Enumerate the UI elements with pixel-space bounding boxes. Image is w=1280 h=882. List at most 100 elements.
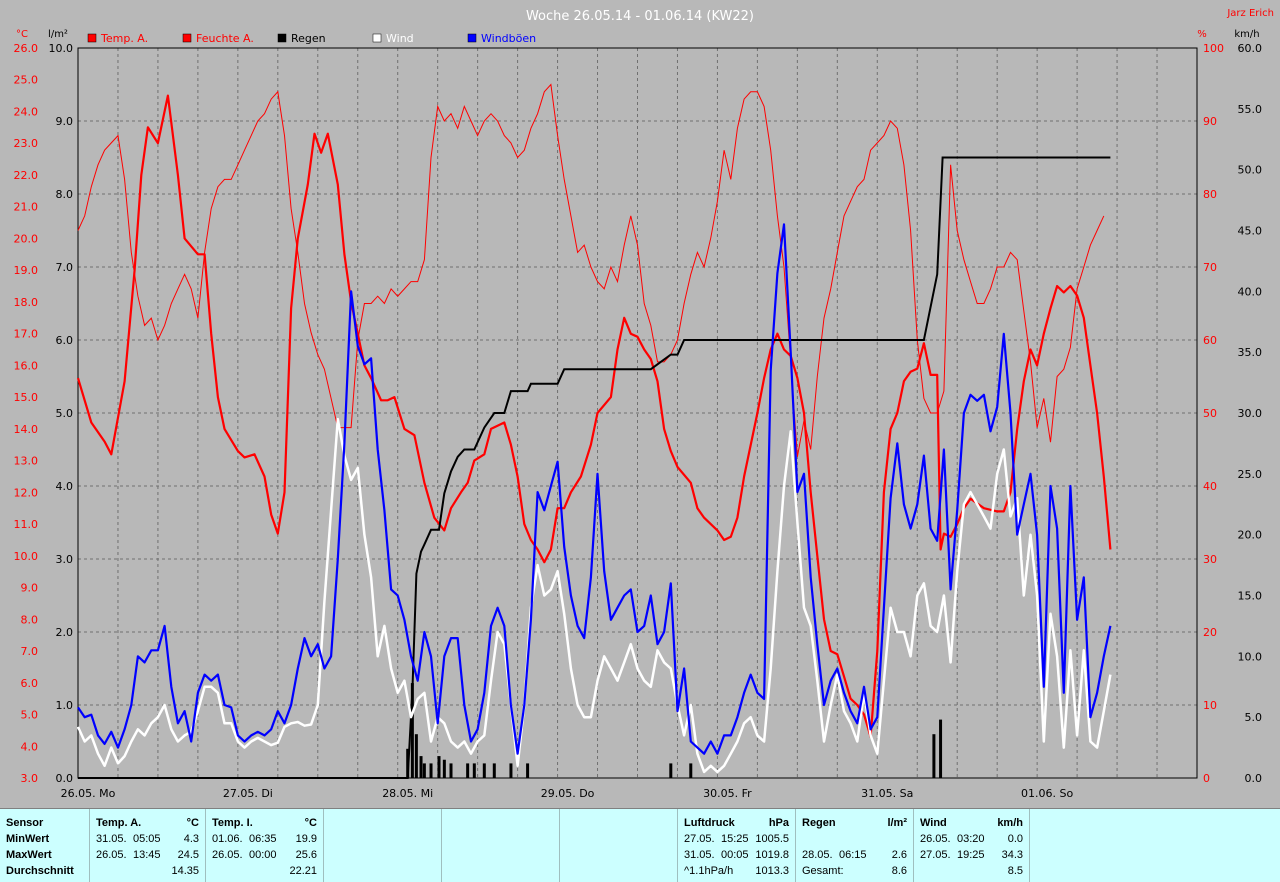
stats-temp-i-max-time: 00:00 (249, 849, 277, 861)
wind-tick-label: 0.0 (1245, 772, 1263, 785)
temp-axis-unit: °C (16, 29, 28, 40)
temp-tick-label: 4.0 (21, 740, 39, 753)
temp-tick-label: 21.0 (14, 201, 39, 214)
legend-label-wind: Wind (386, 32, 414, 45)
rain-axis-unit: l/m² (48, 29, 68, 40)
stats-empty-column-2 (442, 809, 560, 882)
stats-pressure-max-time: 00:05 (721, 849, 749, 861)
temp-tick-label: 24.0 (14, 105, 39, 118)
rain-tick-label: 1.0 (56, 699, 74, 712)
temp-tick-label: 7.0 (21, 645, 39, 658)
stats-pressure-avg: 1013.3 (755, 865, 789, 877)
axes: 3.0 4.0 5.0 6.0 7.0 8.0 9.0 10.0 11.0 12.0 13.0 14.… (14, 42, 1263, 800)
stats-pressure-max-value: 1019.8 (755, 849, 789, 861)
rain-bar (414, 734, 418, 778)
stats-wind-min-time: 03:20 (957, 833, 985, 845)
rain-bar (492, 763, 496, 778)
rain-bar (437, 756, 441, 778)
temp-tick-label: 12.0 (14, 486, 39, 499)
rain-tick-label: 3.0 (56, 553, 74, 566)
rain-bar (422, 763, 426, 778)
legend-swatch-temp (87, 33, 97, 43)
wind-tick-label: 15.0 (1238, 590, 1263, 603)
humidity-line (77, 83, 1105, 457)
stats-rain-total: 8.6 (891, 865, 907, 877)
stats-row-min-label: MinWert (6, 833, 50, 845)
stats-temp-i-max-date: 26.05. (212, 849, 243, 861)
rain-tick-label: 7.0 (56, 261, 74, 274)
wind-tick-label: 10.0 (1238, 650, 1263, 663)
legend-label-rain: Regen (291, 32, 326, 45)
day-tick-label: 30.05. Fr (703, 787, 752, 800)
day-tick-label: 29.05. Do (541, 787, 595, 800)
temp-tick-label: 10.0 (14, 550, 39, 563)
legend: Temp. A. Feuchte A. Regen Wind Windböen (87, 32, 536, 45)
rain-bar (410, 683, 414, 778)
temp-tick-label: 9.0 (21, 582, 39, 595)
day-tick-label: 31.05. Sa (861, 787, 913, 800)
rain-cumulative-line (78, 156, 1111, 779)
rain-bar (669, 763, 673, 778)
temp-tick-label: 3.0 (21, 772, 39, 785)
series-layer (76, 83, 1112, 779)
humidity-tick-label: 50 (1203, 407, 1217, 420)
author-label: Jarz Erich (1226, 8, 1274, 19)
gusts-line (77, 223, 1112, 755)
humidity-tick-label: 40 (1203, 480, 1217, 493)
chart-title: Woche 26.05.14 - 01.06.14 (KW22) (526, 9, 754, 24)
stats-temp-a-min-time: 05:05 (133, 833, 161, 845)
stats-row-avg-label: Durchschnitt (6, 865, 74, 877)
stats-temp-a-min-value: 4.3 (183, 833, 199, 845)
humidity-tick-label: 30 (1203, 553, 1217, 566)
rain-tick-label: 2.0 (56, 626, 74, 639)
stats-pressure-column: Luftdruck hPa 27.05. 15:25 1005.5 31.05.… (678, 809, 796, 882)
legend-swatch-gusts (467, 33, 477, 43)
stats-rain-title: Regen (802, 817, 836, 829)
temp-tick-label: 14.0 (14, 423, 39, 436)
rain-bar (472, 763, 476, 778)
stats-wind-max-time: 19:25 (957, 849, 985, 861)
stats-pressure-max-date: 31.05. (684, 849, 715, 861)
temp-tick-label: 25.0 (14, 74, 39, 87)
stats-sensor-title: Sensor (6, 817, 44, 829)
statistics-panel: Sensor MinWert MaxWert Durchschnitt Temp… (0, 808, 1280, 882)
wind-tick-label: 25.0 (1238, 468, 1263, 481)
legend-swatch-wind (372, 33, 382, 43)
rain-bar (482, 763, 486, 778)
rain-bar (526, 763, 530, 778)
stats-temp-a-max-date: 26.05. (96, 849, 127, 861)
humidity-tick-label: 100 (1203, 42, 1224, 55)
rain-bar (689, 763, 693, 778)
stats-empty-column-1 (324, 809, 442, 882)
rain-tick-label: 10.0 (49, 42, 74, 55)
stats-pressure-unit: hPa (768, 817, 789, 829)
wind-tick-label: 40.0 (1238, 285, 1263, 298)
rain-tick-label: 6.0 (56, 334, 74, 347)
wind-tick-label: 5.0 (1245, 711, 1263, 724)
humidity-tick-label: 80 (1203, 188, 1217, 201)
temp-tick-label: 8.0 (21, 613, 39, 626)
stats-wind-avg: 8.5 (1007, 865, 1023, 877)
rain-tick-label: 8.0 (56, 188, 74, 201)
stats-wind-min-date: 26.05. (920, 833, 951, 845)
wind-tick-label: 30.0 (1238, 407, 1263, 420)
stats-wind-unit: km/h (997, 817, 1023, 829)
stats-pressure-min-date: 27.05. (684, 833, 715, 845)
rain-tick-label: 9.0 (56, 115, 74, 128)
stats-empty-column-3 (560, 809, 678, 882)
legend-label-gusts: Windböen (481, 32, 536, 45)
temp-tick-label: 15.0 (14, 391, 39, 404)
stats-temp-i-min-time: 06:35 (249, 833, 277, 845)
day-tick-label: 26.05. Mo (61, 787, 116, 800)
temp-tick-label: 16.0 (14, 359, 39, 372)
rain-bar (932, 734, 936, 778)
temp-tick-label: 5.0 (21, 709, 39, 722)
stats-wind-max-value: 34.3 (1001, 849, 1023, 861)
stats-temp-a-title: Temp. A. (96, 817, 142, 829)
rain-bar (509, 763, 513, 778)
temp-tick-label: 6.0 (21, 677, 39, 690)
stats-temp-i-column: Temp. I. °C 01.06. 06:35 19.9 26.05. 00:… (206, 809, 324, 882)
humidity-tick-label: 70 (1203, 261, 1217, 274)
rain-bar (939, 719, 943, 778)
